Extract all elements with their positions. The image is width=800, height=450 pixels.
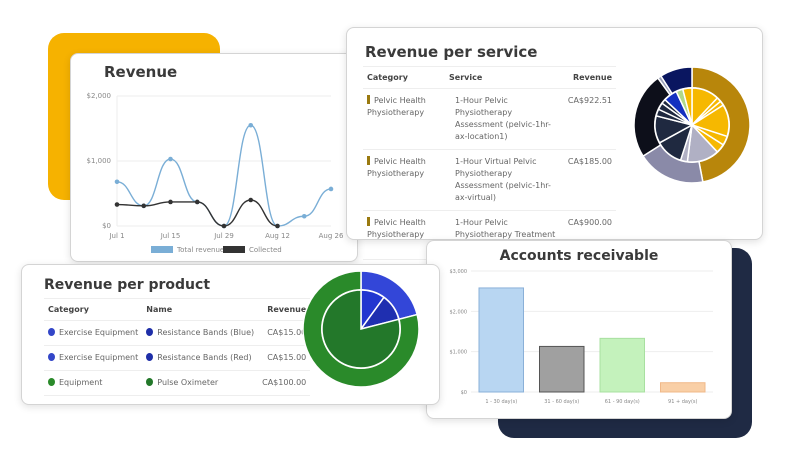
data-point [114, 179, 120, 185]
name: Resistance Bands (Red) [157, 353, 252, 362]
col-revenue: Revenue [563, 66, 616, 89]
category-color-icon [367, 217, 370, 226]
data-point [248, 197, 254, 203]
data-point [194, 199, 200, 205]
legend-label: Collected [249, 246, 282, 254]
category: Equipment [59, 378, 103, 387]
y-tick-label: $3,000 [450, 269, 468, 275]
x-tick-label: 61 - 90 day(s) [605, 399, 640, 405]
category: Exercise Equipment [59, 328, 139, 337]
y-tick-label: $2,000 [450, 309, 468, 315]
data-point [275, 223, 280, 229]
accounts-receivable-card: Accounts receivable $0 $1,000 $2,000 $3,000… [426, 240, 732, 419]
category: Pelvic Health Physiotherapy [367, 218, 426, 239]
bar [599, 337, 645, 393]
revenue-title: Revenue [104, 63, 178, 81]
y-tick-label: $0 [102, 222, 111, 230]
revenue: CA$185.00 [567, 157, 612, 166]
data-point [248, 122, 254, 128]
category-color-icon [367, 156, 370, 165]
product-color-icon [146, 378, 154, 386]
ar-bar-chart: $0 $1,000 $2,000 $3,000 1 - 30 day(s) 31 - 60… [450, 269, 713, 405]
col-name: Name [142, 298, 259, 321]
x-tick-label: Aug 26 [319, 232, 344, 240]
legend-swatch [223, 246, 245, 253]
revenue-line-chart: $0 $1,000 $2,000 Jul 1 Jul 15 Jul 29 Aug 12 Aug… [87, 92, 344, 254]
product-color-icon [146, 328, 154, 336]
x-tick-label: Jul 29 [213, 232, 234, 240]
legend-swatch [151, 246, 173, 253]
data-point [328, 186, 334, 192]
name: Resistance Bands (Blue) [157, 328, 255, 337]
ar-title: Accounts receivable [499, 248, 659, 264]
x-tick-label: 1 - 30 day(s) [485, 399, 517, 405]
product-pie-chart[interactable] [22, 265, 441, 406]
table-row[interactable]: Exercise Equipment Resistance Bands (Red)… [44, 345, 311, 371]
table-row[interactable]: Pelvic Health Physiotherapy 1-Hour Pelvic… [363, 88, 616, 150]
revenue: CA$900.00 [567, 218, 612, 227]
data-point [301, 213, 307, 219]
revenue: CA$15.00 [267, 328, 307, 337]
data-point [221, 223, 227, 229]
y-tick-label: $2,000 [87, 92, 112, 100]
category-color-icon [367, 95, 370, 104]
revenue-card: Revenue $0 $1,000 $2,000 Jul 1 Jul 15 Jul 29 A… [70, 53, 358, 262]
col-revenue: Revenue [258, 298, 311, 321]
category: Pelvic Health Physiotherapy [367, 96, 426, 117]
table-row[interactable]: Exercise Equipment Resistance Bands (Blue… [44, 320, 311, 346]
inner-slice[interactable] [321, 289, 401, 369]
x-tick-label: Jul 1 [108, 232, 124, 240]
x-tick-label: 91 + day(s) [668, 399, 697, 405]
data-point [141, 203, 147, 209]
revenue: CA$922.51 [567, 96, 612, 105]
data-point [114, 202, 120, 207]
category-color-icon [48, 353, 55, 361]
name: Pulse Oximeter [157, 378, 219, 387]
product-title: Revenue per product [44, 277, 211, 293]
data-point [168, 199, 173, 205]
product-table: Category Name Revenue Exercise Equipment Re… [44, 298, 311, 396]
col-service: Service [445, 66, 564, 89]
series-line [116, 124, 332, 227]
table-row[interactable]: Equipment Pulse Oximeter CA$100.00 [44, 370, 311, 396]
revenue-per-product-card: Revenue per product Category Name Revenue … [21, 264, 440, 405]
y-tick-label: $1,000 [450, 350, 468, 356]
data-point [168, 156, 173, 162]
category: Pelvic Health Physiotherapy [367, 157, 426, 178]
service: 1-Hour Pelvic Physiotherapy Assessment (… [455, 96, 551, 141]
category-color-icon [48, 328, 55, 336]
category: Exercise Equipment [59, 353, 139, 362]
service: 1-Hour Virtual Pelvic Physiotherapy Asse… [455, 157, 551, 202]
x-tick-label: Aug 12 [265, 232, 290, 240]
product-color-icon [146, 353, 154, 361]
revenue: CA$100.00 [262, 378, 307, 387]
category-color-icon [48, 378, 55, 386]
x-tick-label: Jul 15 [160, 232, 181, 240]
service-pie-chart[interactable] [347, 28, 764, 241]
legend-label: Total revenue [176, 246, 224, 254]
x-tick-label: 31 - 60 day(s) [544, 399, 579, 405]
bar [660, 382, 706, 393]
inner-slice[interactable] [681, 87, 693, 126]
revenue: CA$15.00 [267, 353, 307, 362]
service-table: Category Service Revenue Pelvic Health Phy… [363, 66, 616, 260]
bar [478, 287, 524, 393]
table-row[interactable]: Pelvic Health Physiotherapy 1-Hour Virtua… [363, 149, 616, 211]
bar [539, 345, 585, 393]
col-category: Category [44, 298, 143, 321]
service-title: Revenue per service [365, 43, 538, 61]
y-tick-label: $1,000 [87, 157, 112, 165]
col-category: Category [363, 66, 445, 89]
y-tick-label: $0 [461, 390, 467, 396]
revenue-per-service-card: Revenue per service Category Service Reven… [346, 27, 764, 260]
